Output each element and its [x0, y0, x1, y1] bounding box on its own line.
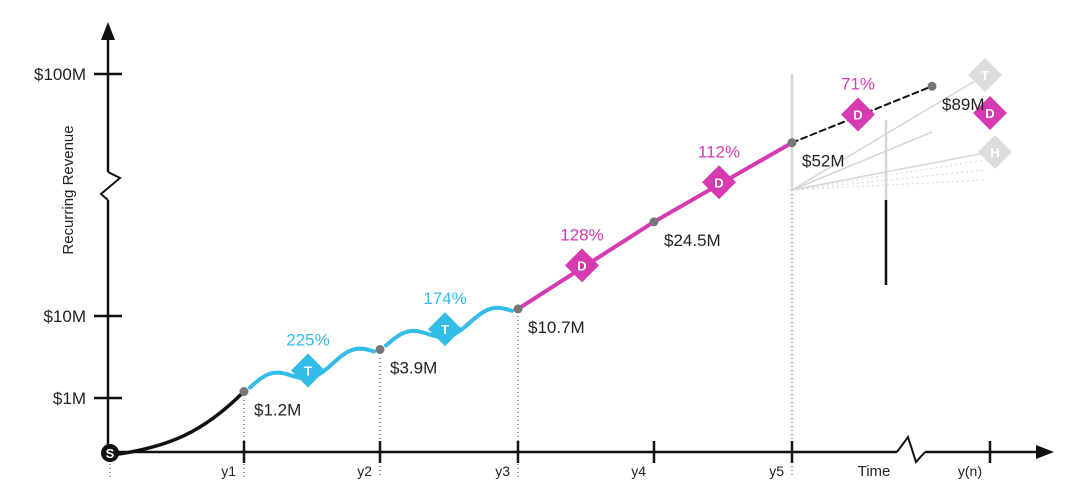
data-point [239, 387, 249, 397]
y-axis-arrow [101, 22, 115, 40]
x-tick-label: y(n) [958, 463, 982, 479]
point-value-label: $89M [942, 95, 985, 114]
x-tick-label: y3 [495, 463, 510, 479]
svg-text:D: D [577, 258, 586, 273]
y-tick-label: $1M [53, 389, 86, 408]
point-value-label: $52M [802, 152, 845, 171]
x-axis-title: Time [858, 463, 891, 480]
x-axis-break [896, 434, 926, 464]
growth-label: 225% [286, 331, 329, 350]
dotted-guides [109, 190, 793, 478]
point-value-label: $24.5M [664, 231, 721, 250]
marker-D: D [702, 165, 736, 200]
start-marker: S [101, 444, 119, 462]
marker-D: D [841, 97, 875, 132]
series-line-start [109, 390, 246, 458]
x-tick-label: y5 [769, 463, 784, 479]
y-tick-label: $10M [43, 307, 86, 326]
projection-marker: T [968, 58, 1002, 92]
x-axis [108, 434, 1054, 464]
growth-label: 112% [698, 142, 740, 161]
label-layer: 225% 174% $1.2M $3.9M $10.7M 128% 112% 71% $24.5… [254, 74, 985, 419]
svg-text:D: D [985, 106, 994, 121]
x-tick-label: y1 [221, 463, 236, 479]
svg-text:D: D [714, 175, 723, 190]
data-point [787, 138, 797, 148]
svg-text:T: T [441, 322, 449, 337]
y-axis [99, 22, 122, 452]
growth-label: 128% [560, 225, 603, 244]
svg-text:T: T [304, 364, 312, 379]
y-axis-break [99, 171, 122, 201]
marker-layer: S T T D D D T D H [101, 58, 1012, 462]
svg-text:S: S [106, 446, 115, 461]
y-axis-title: Recurring Revenue [60, 125, 77, 254]
svg-text:D: D [853, 107, 862, 122]
growth-label: 71% [841, 74, 875, 93]
point-value-label: $10.7M [528, 318, 585, 337]
growth-label: 174% [423, 289, 466, 308]
y-ticks: $1M $10M $100M [34, 65, 122, 408]
series-layer [109, 85, 933, 458]
projection-marker: H [978, 135, 1012, 169]
svg-text:H: H [990, 145, 999, 160]
y-tick-label: $100M [34, 65, 86, 84]
marker-T: T [291, 353, 325, 388]
svg-text:T: T [981, 68, 989, 83]
data-point [375, 345, 385, 355]
projection-fan [790, 74, 991, 285]
data-point [649, 217, 659, 227]
point-value-label: $3.9M [390, 359, 437, 378]
data-point [513, 304, 523, 314]
data-point [927, 81, 937, 91]
marker-T: T [428, 312, 462, 347]
x-tick-label: y2 [357, 463, 372, 479]
x-tick-label: y4 [631, 463, 646, 479]
point-value-label: $1.2M [254, 401, 301, 420]
x-axis-arrow [1036, 445, 1054, 459]
